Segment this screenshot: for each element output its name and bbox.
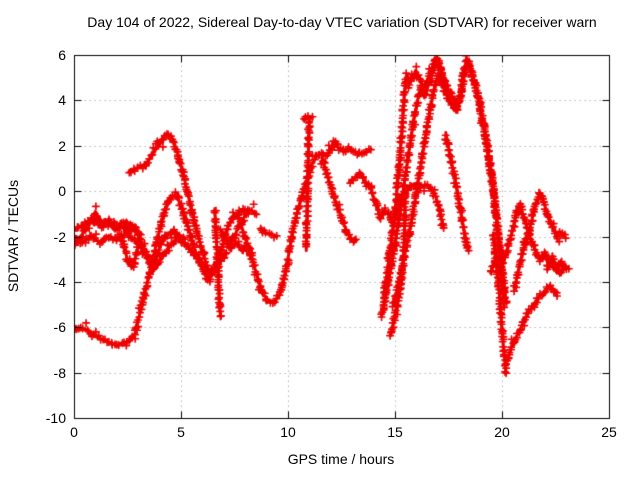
- y-tick-label: 4: [58, 92, 66, 109]
- y-tick-label: -10: [45, 410, 66, 426]
- y-tick-label: 6: [58, 47, 66, 63]
- x-axis-label: GPS time / hours: [287, 451, 395, 467]
- y-tick-label: -6: [53, 319, 66, 336]
- x-tick-label: 15: [387, 424, 403, 440]
- y-tick-label: -2: [53, 228, 66, 245]
- chart-title: Day 104 of 2022, Sidereal Day-to-day VTE…: [87, 14, 597, 30]
- x-tick-label: 25: [601, 424, 617, 440]
- x-tick-label: 0: [70, 424, 78, 440]
- x-tick-label: 20: [494, 424, 510, 440]
- x-tick-label: 10: [280, 424, 296, 440]
- y-tick-label: 0: [58, 183, 66, 200]
- y-tick-label: -4: [53, 273, 66, 290]
- x-tick-label: 5: [177, 424, 185, 440]
- y-tick-label: -8: [53, 364, 66, 381]
- y-tick-label: 2: [58, 137, 66, 154]
